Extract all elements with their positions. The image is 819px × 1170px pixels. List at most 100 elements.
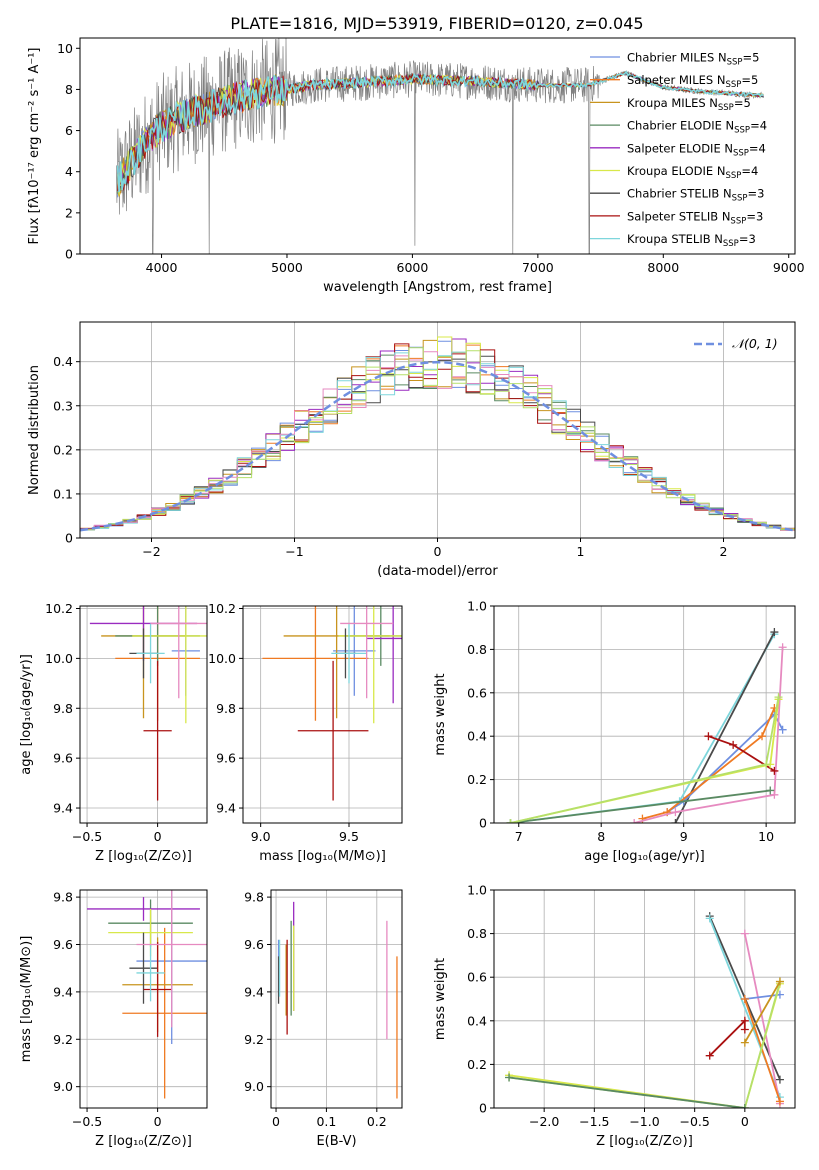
spectrum-model-line bbox=[116, 70, 764, 192]
mass_vs_EBV-xtick-label: 0.2 bbox=[367, 1114, 387, 1129]
spectrum-xtick-label: 9000 bbox=[773, 260, 805, 275]
spectrum-xtick-label: 4000 bbox=[146, 260, 178, 275]
mass_vs_EBV-xlabel: E(B-V) bbox=[316, 1134, 356, 1149]
legend-label-sub: SSP bbox=[734, 126, 750, 136]
weight-marker bbox=[778, 643, 787, 652]
legend-label-sub: SSP bbox=[718, 103, 734, 113]
weight-marker bbox=[775, 1075, 784, 1084]
age_vs_mass-xtick-label: 9.0 bbox=[251, 829, 271, 844]
weight_vs_Z-xtick-label: −1.5 bbox=[579, 1114, 609, 1129]
residuals-xtick-label: 2 bbox=[720, 544, 728, 559]
legend-label-sub: SSP bbox=[732, 194, 748, 204]
weight_vs_Z-xtick-label: 0 bbox=[741, 1114, 749, 1129]
spectrum-xtick-label: 7000 bbox=[522, 260, 554, 275]
legend-label-sub: SSP bbox=[725, 80, 741, 90]
age_vs_Z-xlabel: Z [log₁₀(Z/Z⊙)] bbox=[95, 849, 192, 864]
legend-label: Chabrier ELODIE NSSP=4 bbox=[627, 119, 767, 136]
weight-marker bbox=[778, 725, 787, 734]
weight_vs_Z-xtick-label: −1.0 bbox=[629, 1114, 659, 1129]
mass_vs_EBV-xtick-label: 0 bbox=[272, 1114, 280, 1129]
weight-marker bbox=[740, 1016, 749, 1025]
legend-label-name: Salpeter STELIB N bbox=[627, 209, 730, 223]
age_vs_Z-ytick-label: 10.0 bbox=[45, 651, 73, 666]
weight-line bbox=[510, 696, 780, 823]
spectrum-ylabel: Flux [fλ10⁻¹⁷ erg cm⁻² s⁻¹ A⁻¹] bbox=[27, 48, 42, 245]
weight_vs_Z-ytick-label: 0 bbox=[479, 1101, 487, 1116]
weight-line bbox=[674, 631, 776, 823]
residuals-ytick-label: 0.2 bbox=[53, 442, 73, 457]
weight-line bbox=[743, 998, 781, 1102]
weight_vs_Z-xlabel: Z [log₁₀(Z/Z⊙)] bbox=[596, 1134, 693, 1149]
legend-label: Salpeter ELODIE NSSP=4 bbox=[627, 141, 766, 158]
mass_vs_Z-frame bbox=[79, 889, 208, 1109]
legend-label-name: Kroupa MILES N bbox=[627, 96, 718, 110]
age_vs_mass-xtick-label: 9.5 bbox=[339, 829, 359, 844]
legend-label-value: =5 bbox=[743, 51, 760, 65]
weight-marker bbox=[775, 977, 784, 986]
legend-label-sub: SSP bbox=[723, 239, 739, 249]
legend-label-value: =5 bbox=[741, 73, 758, 87]
legend-label: Chabrier MILES NSSP=5 bbox=[627, 51, 759, 68]
mass_vs_EBV-plot-area bbox=[277, 901, 398, 1099]
legend-label: Kroupa MILES NSSP=5 bbox=[627, 96, 751, 113]
weight-marker bbox=[762, 760, 771, 769]
legend-label-value: =4 bbox=[741, 164, 758, 178]
weight-marker bbox=[704, 732, 713, 741]
plot-layer: 4000 5000 6000 7000 8000 90000246810wavelengt… bbox=[19, 37, 805, 1149]
weight_vs_Z-plot-area bbox=[505, 912, 784, 1108]
residuals-xtick-label: −1 bbox=[285, 544, 303, 559]
age_vs_Z-panel: −0.5 0 9.4 9.6 9.8 10.0 10.2 Z [log₁₀(Z/Z⊙)] age… bbox=[19, 601, 208, 864]
age_vs_Z-plot-area bbox=[89, 606, 207, 801]
mass_vs_EBV-ytick-label: 9.4 bbox=[244, 984, 264, 999]
weight_vs_age-xtick-label: 9 bbox=[680, 829, 688, 844]
legend-label-sub: SSP bbox=[727, 58, 743, 68]
age_vs_Z-ytick-label: 9.8 bbox=[53, 701, 73, 716]
legend-label-value: =4 bbox=[750, 119, 767, 133]
mass_vs_Z-xtick-label: −0.5 bbox=[72, 1114, 102, 1129]
weight_vs_age-ytick-label: 1.0 bbox=[467, 599, 487, 614]
weight-marker bbox=[740, 995, 749, 1003]
spectrum-xtick-label: 6000 bbox=[397, 260, 429, 275]
weight_vs_age-ytick-label: 0.4 bbox=[467, 729, 487, 744]
spectrum-ytick-label: 2 bbox=[65, 205, 73, 220]
weight_vs_age-panel: 7 8 9 10 0 0.2 0.4 0.6 0.8 1.0 age [log₁₀(age/yr)]… bbox=[433, 599, 796, 864]
spectrum-ytick-label: 8 bbox=[65, 82, 73, 97]
residuals-ytick-label: 0 bbox=[65, 531, 73, 546]
weight_vs_Z-xtick-label: −2.0 bbox=[529, 1114, 559, 1129]
weight_vs_Z-ytick-label: 1.0 bbox=[467, 883, 487, 898]
weight_vs_age-plot-area bbox=[506, 628, 787, 823]
legend-label-name: Kroupa ELODIE N bbox=[627, 164, 725, 178]
age_vs_mass-ytick-label: 9.8 bbox=[216, 701, 236, 716]
weight_vs_age-xtick-label: 8 bbox=[597, 829, 605, 844]
weight_vs_age-xtick-label: 7 bbox=[515, 829, 523, 844]
gaussian-curve bbox=[80, 360, 795, 532]
legend-label: Kroupa STELIB NSSP=3 bbox=[627, 232, 756, 249]
legend-label-sub: SSP bbox=[725, 171, 741, 181]
weight-marker bbox=[740, 1104, 749, 1108]
weight_vs_Z-panel: −2.0 −1.5 −1.0 −0.5 0 0 0.2 0.4 0.6 0.8 1.0 Z [log₁… bbox=[433, 883, 796, 1149]
residuals-xtick-label: 1 bbox=[577, 544, 585, 559]
weight-marker bbox=[705, 1051, 714, 1060]
age_vs_Z-xtick-label: −0.5 bbox=[72, 829, 102, 844]
legend-label-value: =3 bbox=[748, 187, 765, 201]
weight_vs_age-ylabel: mass weight bbox=[433, 673, 448, 755]
weight-marker bbox=[705, 914, 714, 923]
mass_vs_EBV-ytick-label: 9.0 bbox=[244, 1079, 264, 1094]
weight_vs_Z-ytick-label: 0.2 bbox=[467, 1057, 487, 1072]
legend-label: 𝒩(0, 1) bbox=[732, 336, 778, 351]
mass_vs_EBV-ytick-label: 9.8 bbox=[244, 890, 264, 905]
mass_vs_Z-ytick-label: 9.0 bbox=[53, 1079, 73, 1094]
mass_vs_Z-ytick-label: 9.6 bbox=[53, 937, 73, 952]
weight-marker bbox=[770, 790, 779, 799]
figure-title: PLATE=1816, MJD=53919, FIBERID=0120, z=0… bbox=[230, 14, 643, 33]
weight-marker bbox=[505, 1073, 514, 1082]
legend-label: Salpeter STELIB NSSP=3 bbox=[627, 209, 763, 226]
weight-marker bbox=[758, 732, 767, 741]
weight_vs_Z-ytick-label: 0.6 bbox=[467, 970, 487, 985]
weight_vs_age-frame bbox=[493, 605, 796, 824]
weight-marker bbox=[630, 819, 639, 823]
weight_vs_age-ytick-label: 0 bbox=[479, 816, 487, 831]
residuals-ytick-label: 0.3 bbox=[53, 398, 73, 413]
weight-marker bbox=[740, 929, 749, 938]
